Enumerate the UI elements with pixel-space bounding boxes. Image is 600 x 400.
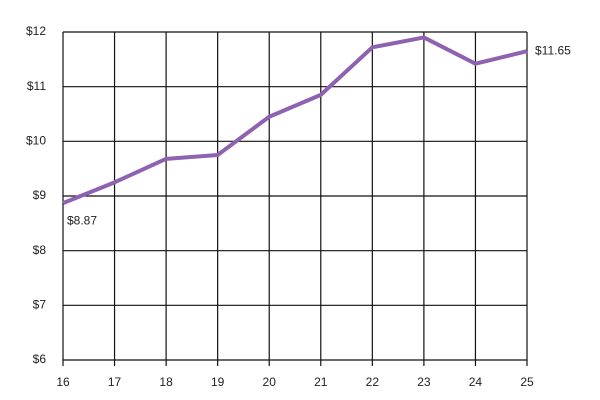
line — [62, 35, 528, 205]
x-tick-label: 21 — [314, 375, 328, 389]
x-tick-label: 23 — [417, 375, 431, 389]
x-tick-label: 20 — [263, 375, 277, 389]
x-tick-label: 24 — [469, 375, 483, 389]
y-tick-label: $9 — [33, 188, 47, 202]
y-tick-label: $6 — [33, 352, 47, 366]
y-tick-label: $11 — [27, 79, 46, 93]
data-label: $8.87 — [67, 213, 97, 227]
y-tick-label: $7 — [33, 298, 47, 312]
x-tick-label: 22 — [366, 375, 380, 389]
y-tick-label: $8 — [33, 243, 47, 257]
y-tick-label: $10 — [26, 134, 46, 148]
y-tick-label: $12 — [26, 24, 46, 38]
x-tick-label: 18 — [159, 375, 173, 389]
x-tick-label: 25 — [520, 375, 534, 389]
x-tick-label: 16 — [56, 375, 70, 389]
x-tick-label: 17 — [108, 375, 122, 389]
data-label: $11.65 — [535, 43, 571, 57]
x-tick-label: 19 — [211, 375, 225, 389]
